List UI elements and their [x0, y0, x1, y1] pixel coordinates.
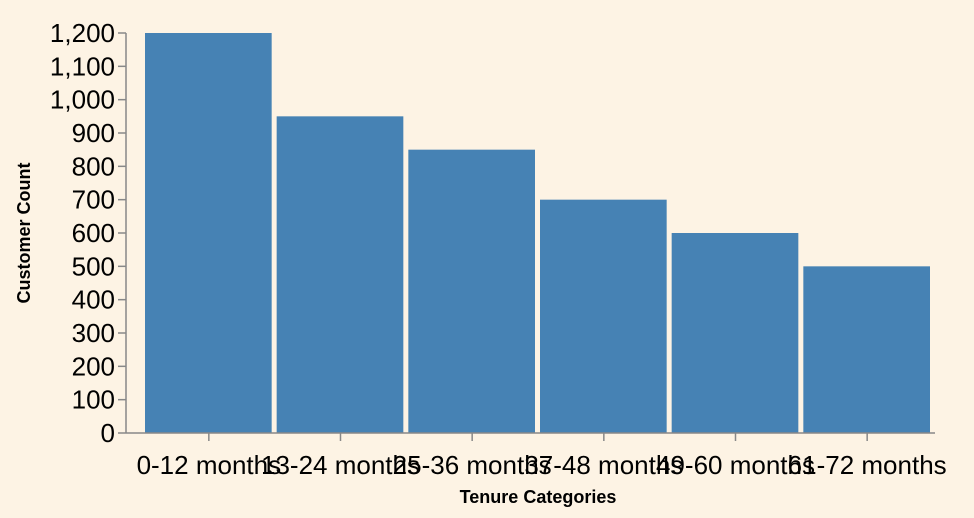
y-tick-label-12: 1,200	[50, 18, 115, 48]
x-tick-label-4: 49-60 months	[656, 450, 815, 480]
x-tick-label-2: 25-36 months	[393, 450, 552, 480]
y-tick-label-0: 0	[101, 418, 115, 448]
y-tick-label-7: 700	[72, 185, 115, 215]
bar-2	[276, 116, 404, 433]
x-tick-label-0: 0-12 months	[137, 450, 282, 480]
bar-5	[671, 233, 799, 433]
y-tick-label-2: 200	[72, 351, 115, 381]
bar-3	[408, 149, 535, 433]
x-tick-label-1: 13-24 months	[261, 450, 420, 480]
y-tick-label-6: 600	[72, 218, 115, 248]
bars-layer	[145, 33, 930, 433]
y-tick-label-8: 800	[72, 151, 115, 181]
y-axis-title: Customer Count	[14, 163, 34, 304]
bar-1	[145, 33, 272, 433]
y-tick-label-9: 900	[72, 118, 115, 148]
bar-6	[803, 266, 930, 433]
y-tick-label-5: 500	[72, 251, 115, 281]
y-tick-label-10: 1,000	[50, 85, 115, 115]
y-tick-label-11: 1,100	[50, 51, 115, 81]
y-tick-label-4: 400	[72, 285, 115, 315]
x-tick-label-3: 37-48 months	[524, 450, 683, 480]
x-axis-title: Tenure Categories	[460, 487, 617, 507]
x-tick-label-5: 61-72 months	[788, 450, 947, 480]
y-tick-label-1: 100	[72, 385, 115, 415]
y-tick-label-3: 300	[72, 318, 115, 348]
bar-4	[540, 199, 667, 433]
